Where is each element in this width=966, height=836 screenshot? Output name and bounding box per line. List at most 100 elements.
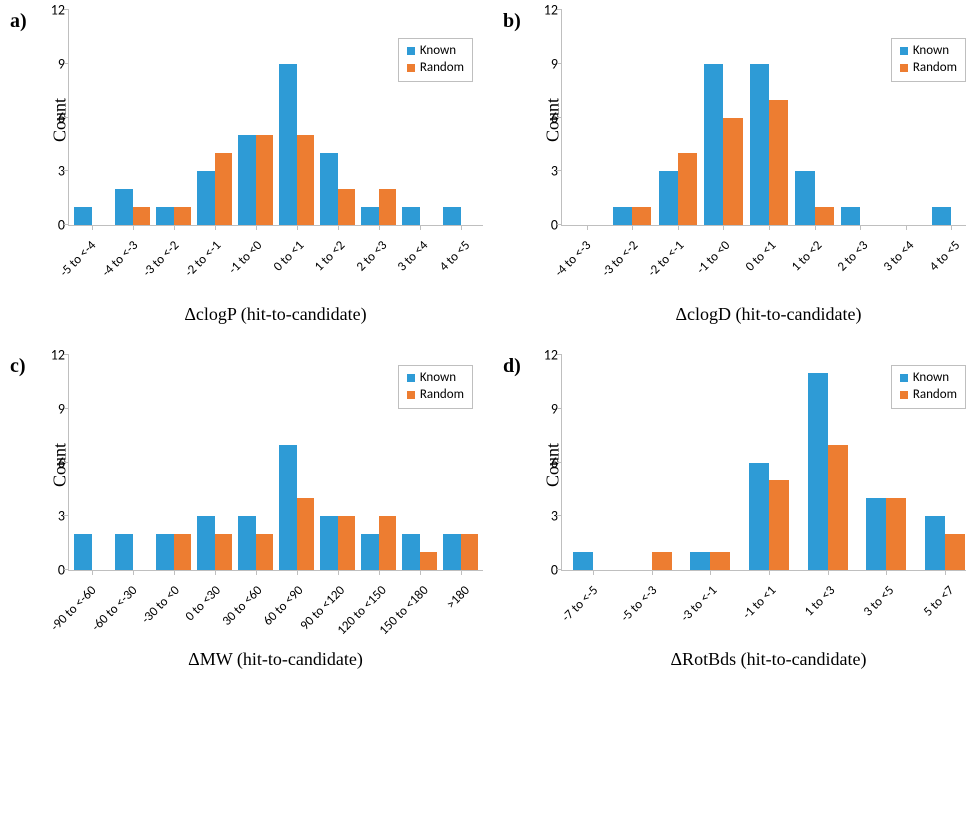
bar-group — [655, 10, 701, 225]
bar-group — [235, 355, 276, 570]
bar-random — [338, 516, 355, 570]
y-tick-label: 6 — [534, 109, 558, 126]
x-tick-label: -4 to <-3 — [561, 230, 607, 300]
panel-b: b)Count036912KnownRandom-4 to <-3-3 to <… — [503, 10, 966, 325]
x-axis-title: ΔclogD (hit-to-candidate) — [561, 304, 966, 325]
legend: KnownRandom — [891, 365, 966, 409]
bar-group — [235, 10, 276, 225]
bar-group — [798, 355, 857, 570]
bar-known — [750, 64, 769, 225]
bar-group — [610, 10, 656, 225]
bar-random — [678, 153, 697, 225]
x-axis-title: ΔRotBds (hit-to-candidate) — [561, 649, 966, 670]
bar-group — [112, 10, 153, 225]
y-tick-label: 0 — [41, 217, 65, 234]
y-tick-label: 9 — [534, 55, 558, 72]
bar-group — [317, 10, 358, 225]
bar-random — [710, 552, 730, 570]
bar-group — [276, 355, 317, 570]
bar-random — [379, 516, 396, 570]
bar-known — [238, 516, 255, 570]
y-tick-label: 0 — [534, 217, 558, 234]
bar-group — [194, 10, 235, 225]
legend-label: Random — [420, 60, 464, 77]
bar-random — [338, 189, 355, 225]
x-axis-title: ΔclogP (hit-to-candidate) — [68, 304, 483, 325]
y-tick-label: 6 — [41, 109, 65, 126]
bar-group — [837, 10, 883, 225]
y-tick-label: 3 — [41, 508, 65, 525]
legend-label: Random — [913, 60, 957, 77]
panel-label: b) — [503, 10, 521, 33]
bar-group — [358, 355, 399, 570]
bar-known — [573, 552, 593, 570]
x-labels: -4 to <-3-3 to <-2-2 to <-1-1 to <00 to … — [561, 230, 966, 300]
legend-label: Random — [420, 387, 464, 404]
legend-swatch-icon — [407, 374, 415, 382]
bar-random — [297, 135, 314, 225]
bar-known — [197, 516, 214, 570]
x-tick-label: 4 to <5 — [442, 230, 484, 300]
bar-group — [276, 10, 317, 225]
bar-known — [795, 171, 814, 225]
x-tick-label: 1 to <2 — [317, 230, 359, 300]
bar-group — [112, 355, 153, 570]
legend-item-random: Random — [407, 387, 464, 404]
x-tick-label: 3 to <4 — [884, 230, 930, 300]
panel-d: d) Count036912KnownRandom-7 to <-5-5 to <… — [503, 355, 966, 670]
bar-random — [297, 498, 314, 570]
x-tick-label: 0 to <1 — [745, 230, 791, 300]
legend: KnownRandom — [398, 365, 473, 409]
x-tick-label: 0 to <1 — [276, 230, 318, 300]
bar-random — [420, 552, 437, 570]
x-tick-label: -2 to <-1 — [653, 230, 699, 300]
x-tick-label: 3 to <5 — [857, 575, 916, 645]
bar-group — [358, 10, 399, 225]
chart-wrap: Count036912KnownRandom-7 to <-5-5 to <-3… — [533, 355, 966, 670]
chart-wrap: Count036912KnownRandom-5 to <-4-4 to <-3… — [40, 10, 483, 325]
legend-swatch-icon — [407, 47, 415, 55]
legend-swatch-icon — [900, 374, 908, 382]
bar-known — [361, 207, 378, 225]
plot-area: 036912KnownRandom — [561, 10, 966, 226]
bar-known — [115, 189, 132, 225]
bar-known — [749, 463, 769, 571]
legend-item-known: Known — [407, 370, 464, 387]
bar-known — [443, 207, 460, 225]
bar-random — [828, 445, 848, 570]
bar-known — [115, 534, 132, 570]
x-tick-label: 2 to <3 — [359, 230, 401, 300]
legend-label: Known — [420, 43, 456, 60]
panel-label: a) — [10, 10, 27, 33]
bar-random — [769, 480, 789, 570]
bar-group — [792, 10, 838, 225]
y-tick-label: 6 — [534, 454, 558, 471]
x-tick-label: 1 to <3 — [798, 575, 857, 645]
bar-known — [74, 534, 91, 570]
x-tick-label: -3 to <-1 — [680, 575, 739, 645]
bar-known — [925, 516, 945, 570]
y-tick-label: 3 — [534, 163, 558, 180]
legend-label: Known — [913, 43, 949, 60]
legend-item-random: Random — [900, 60, 957, 77]
bar-group — [701, 10, 747, 225]
x-tick-label: -1 to <0 — [699, 230, 745, 300]
bar-known — [238, 135, 255, 225]
bar-random — [723, 118, 742, 226]
bar-random — [215, 153, 232, 225]
bar-known — [690, 552, 710, 570]
panel-c: c)Count036912KnownRandom-90 to <-60-60 t… — [10, 355, 483, 670]
bar-group — [153, 10, 194, 225]
legend-label: Known — [420, 370, 456, 387]
panel-label: d) — [503, 355, 521, 378]
bar-random — [886, 498, 906, 570]
bar-group — [681, 355, 740, 570]
y-tick-label: 12 — [534, 347, 558, 364]
bar-group — [564, 10, 610, 225]
bar-random — [632, 207, 651, 225]
chart-area: Count036912KnownRandom — [40, 10, 483, 230]
y-tick-label: 3 — [41, 163, 65, 180]
x-tick-label: 2 to <3 — [838, 230, 884, 300]
bar-known — [156, 207, 173, 225]
x-tick-label: >180 — [442, 575, 484, 645]
